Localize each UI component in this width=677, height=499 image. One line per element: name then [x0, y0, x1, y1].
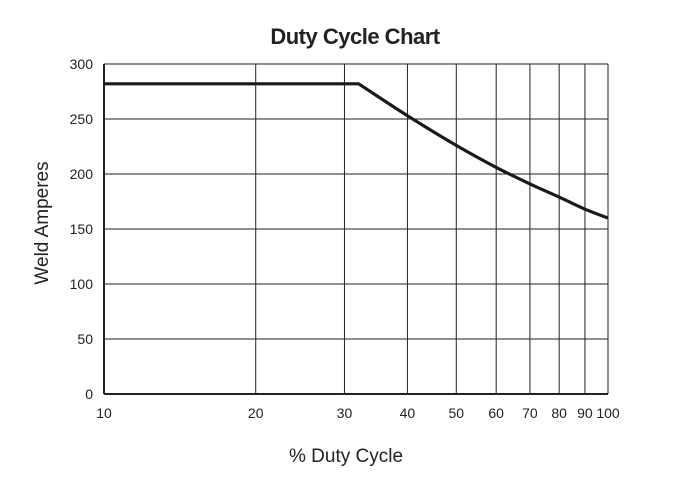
grid-layer — [103, 63, 609, 395]
x-tick-label: 100 — [596, 405, 620, 421]
x-tick-label: 30 — [337, 405, 353, 421]
y-tick-label: 50 — [77, 331, 93, 347]
x-tick-label: 20 — [248, 405, 264, 421]
x-tick-label: 60 — [488, 405, 504, 421]
y-tick-label: 300 — [70, 56, 94, 72]
duty-cycle-line — [104, 82, 609, 220]
x-tick-label: 90 — [577, 405, 593, 421]
y-tick-label: 0 — [85, 386, 93, 402]
y-tick-label: 250 — [70, 111, 94, 127]
x-tick-label: 70 — [522, 405, 538, 421]
x-tick-label: 80 — [551, 405, 567, 421]
chart-title: Duty Cycle Chart — [270, 24, 440, 49]
y-tick-label: 200 — [70, 166, 94, 182]
series-layer — [104, 82, 609, 220]
x-tick-label: 50 — [448, 405, 464, 421]
x-tick-label: 40 — [400, 405, 416, 421]
x-axis-label: % Duty Cycle — [289, 446, 403, 467]
y-tick-label: 100 — [70, 276, 94, 292]
y-axis-label: Weld Amperes — [32, 161, 53, 284]
x-tick-label: 10 — [96, 405, 112, 421]
y-tick-label: 150 — [70, 221, 94, 237]
